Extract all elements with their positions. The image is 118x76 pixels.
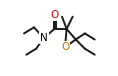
Text: O: O: [50, 10, 59, 20]
Text: O: O: [61, 42, 69, 52]
Text: N: N: [40, 33, 48, 43]
Text: N: N: [40, 33, 48, 43]
Text: O: O: [61, 42, 69, 52]
Text: O: O: [50, 10, 59, 20]
